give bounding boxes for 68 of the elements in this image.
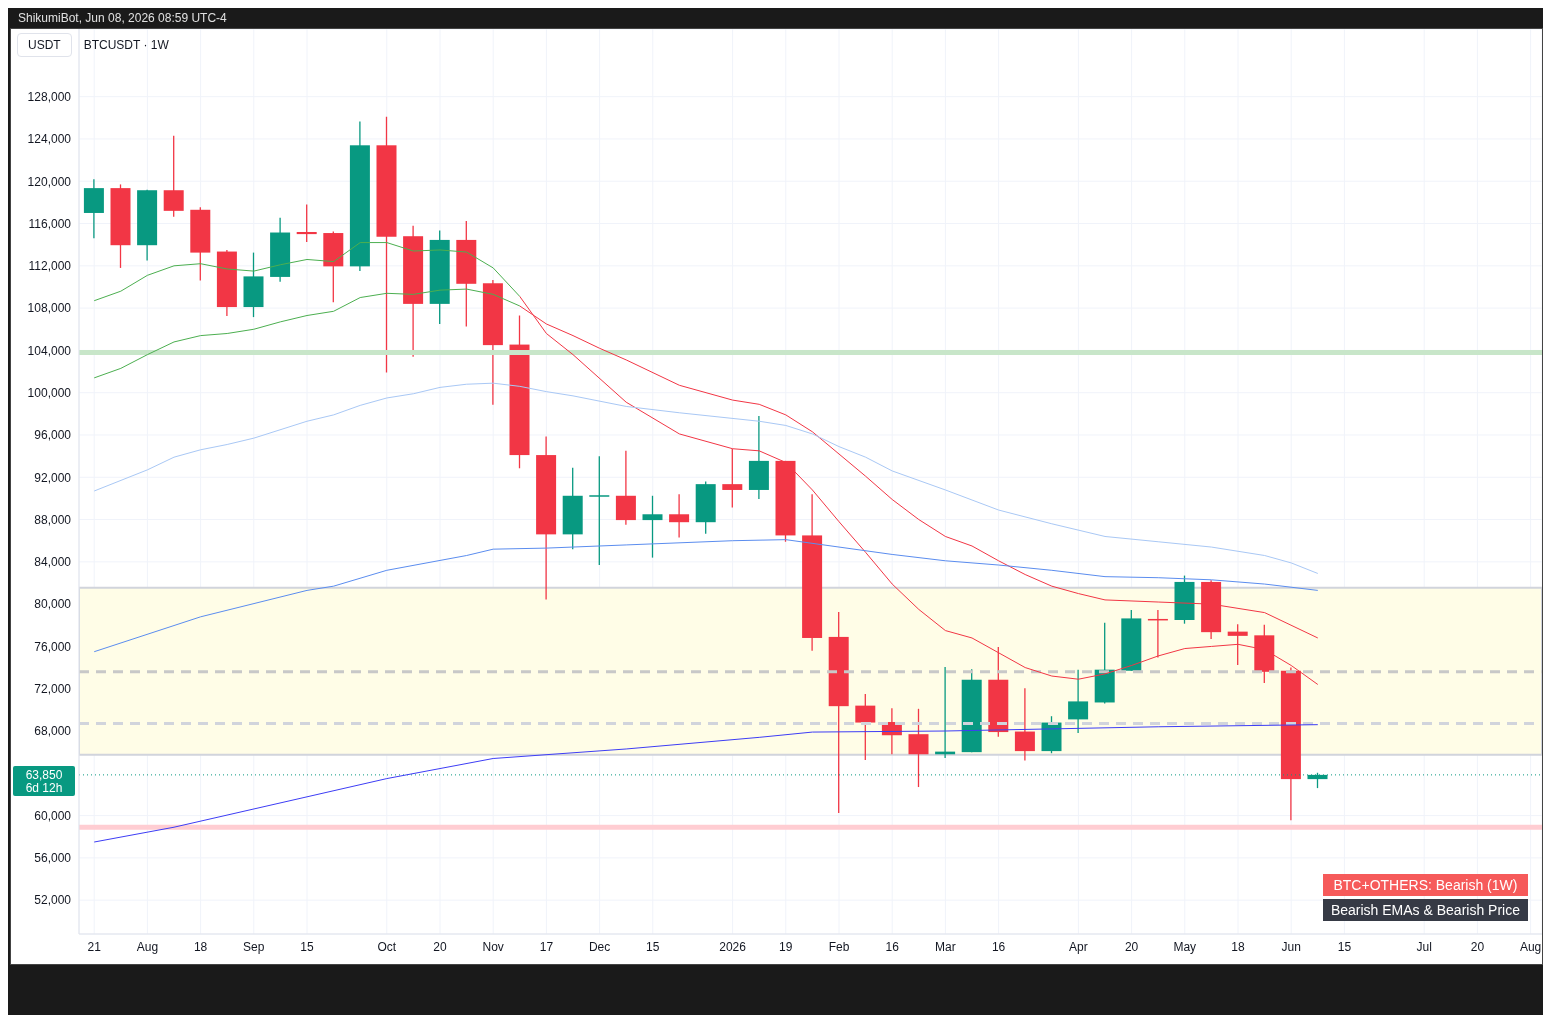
x-tick-label: 19 [779,939,793,954]
y-tick-label: 124,000 [27,132,72,147]
x-tick-label: Jun [1281,939,1301,954]
y-tick-label: 112,000 [28,259,72,274]
text: 6d 12h [25,780,63,795]
x-tick-label: Oct [377,939,397,954]
x-tick-label: 18 [1231,939,1245,954]
y-tick-label: 52,000 [34,893,72,908]
candlestick [296,203,317,243]
text: BTCUSDT · 1W [83,38,169,52]
candlestick [722,448,743,509]
line-series [93,539,1319,653]
x-tick-label: 18 [193,939,208,954]
x-tick-label: 20 [433,939,447,954]
text: USDT [17,33,72,57]
candlestick [1068,669,1089,734]
y-tick-label: 92,000 [34,470,72,485]
candlestick [642,495,663,559]
y-tick-label: 108,000 [27,301,72,316]
annotation: Bearish EMAs & Bearish Price [1322,899,1528,921]
candlestick [163,135,184,218]
y-tick-label: 120,000 [27,174,72,189]
x-tick-label: 16 [991,939,1006,954]
x-tick-label: Feb [828,939,850,954]
x-tick-label: Jul [1416,939,1432,954]
annotation: BTC+OTHERS: Bearish (1W) [1322,874,1528,896]
x-tick-label: Aug [1519,939,1542,954]
x-tick-label: May [1173,939,1197,954]
x-tick-label: 21 [87,939,102,954]
y-tick-label: 80,000 [34,597,72,612]
candlestick [1014,687,1035,762]
x-tick-label: Aug [136,939,159,954]
x-tick-label: 16 [885,939,900,954]
y-tick-label: 88,000 [34,512,72,527]
x-tick-label: 15 [300,939,314,954]
x-tick-label: 17 [539,939,554,954]
x-tick-label: 15 [1337,939,1352,954]
line-series [93,382,1319,574]
x-tick-label: 15 [646,939,660,954]
candlestick [855,693,876,761]
x-tick-label: Sep [243,939,265,954]
line-series [93,288,521,379]
x-tick-label: 20 [1470,939,1485,954]
y-tick-label: 68,000 [34,724,72,739]
y-tick-label: 60,000 [34,808,72,823]
y-tick-label: 72,000 [34,681,72,696]
x-tick-label: Dec [588,939,611,954]
x-tick-label: Mar [935,939,956,954]
line-series [93,242,521,302]
candlestick [1227,623,1248,666]
y-tick-label: 84,000 [34,555,72,570]
y-tick-label: 56,000 [34,851,72,866]
y-tick-label: 116,000 [28,216,72,231]
x-tick-label: Nov [482,939,504,954]
candlestick [589,455,610,566]
x-tick-label: Apr [1069,939,1088,954]
y-tick-label: 100,000 [27,385,72,400]
x-tick-label: 20 [1124,939,1139,954]
y-tick-label: 104,000 [27,343,72,358]
x-tick-label: 2026 [719,939,747,954]
y-tick-label: 76,000 [34,639,72,654]
candlestick [908,708,929,788]
text: ShikumiBot, Jun 08, 2026 08:59 UTC-4 [17,10,228,27]
ref-line-label: 63,850 [25,767,63,782]
candlestick [669,493,690,539]
line-series [93,724,1319,843]
y-tick-label: 96,000 [34,428,72,443]
y-tick-label: 128,000 [27,89,72,104]
